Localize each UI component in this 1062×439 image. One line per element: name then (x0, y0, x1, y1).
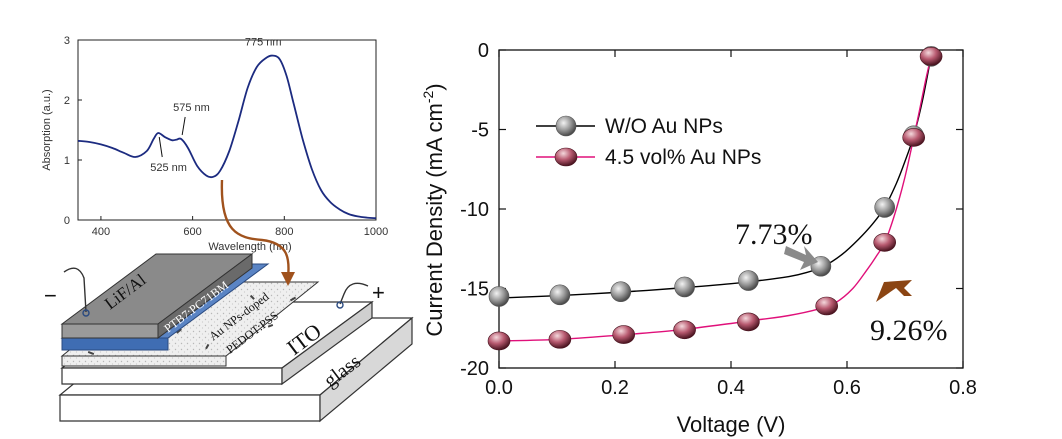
data-point-au (487, 331, 511, 351)
data-point-wo-au (674, 276, 695, 298)
pedot-front-face (61, 355, 227, 367)
absorption-y-tick-label: 2 (64, 95, 70, 107)
anode-contact (336, 301, 344, 309)
absorption-chart: 400 600 800 1000 0 1 2 3 775 nm 575 nm 525 nm Wav… (41, 35, 388, 253)
jv-markers (487, 46, 943, 351)
glass-front-face (59, 394, 321, 422)
absorption-y-axis-label: Absorption (a.u.) (41, 89, 53, 170)
cathode-side-face (157, 253, 253, 339)
plus-terminal: + (372, 280, 385, 305)
efficiency-arrow-au (876, 280, 912, 302)
glass-side-face (319, 316, 413, 423)
cathode-front-face (61, 323, 159, 339)
absorption-x-tick-label: 800 (275, 226, 293, 238)
data-point-wo-au (488, 286, 510, 307)
connector-arrow (220, 179, 290, 279)
jv-y-tick-label: -10 (460, 199, 489, 221)
jv-y-tick-label: -20 (460, 358, 489, 380)
absorption-ticks: 400 600 800 1000 0 1 2 3 (64, 35, 388, 238)
jv-x-tick-label: 0.2 (601, 377, 629, 399)
jv-x-tick-label: 0.4 (717, 377, 745, 399)
absorption-peak-label: 775 nm (245, 37, 282, 49)
absorption-x-tick-label: 1000 (364, 226, 388, 238)
ito-front-face (61, 367, 283, 385)
data-point-au (919, 47, 943, 66)
connector-arrowhead (281, 272, 295, 286)
jv-y-axis-label: Current Density (mA cm-2) (420, 83, 447, 336)
data-point-wo-au (610, 281, 632, 302)
legend-marker-wo-au (555, 115, 577, 137)
active-layer-front-face (61, 337, 169, 351)
absorption-annotation-pointer (181, 116, 186, 136)
data-point-wo-au (738, 270, 759, 291)
data-point-au (902, 128, 926, 147)
absorption-series-line (77, 54, 377, 220)
efficiency-label-au: 9.26% (870, 314, 948, 347)
jv-y-tick-label: -5 (471, 120, 489, 142)
absorption-y-tick-label: 3 (64, 35, 70, 47)
absorption-annotations: 775 nm 575 nm 525 nm (150, 37, 281, 174)
cathode-wire (63, 267, 87, 313)
jv-x-tick-label: 0.0 (485, 377, 513, 399)
data-point-au (612, 325, 636, 344)
efficiency-label-wo-au: 7.73% (735, 218, 813, 251)
efficiency-arrow-wo-au (784, 246, 818, 270)
device-schematic: LiF/Al PTB7:PC71BM Au NPs-doped PEDOT:PS… (44, 253, 414, 423)
absorption-plot-frame (77, 39, 377, 221)
data-point-wo-au (874, 197, 896, 218)
ito-side-face (281, 300, 373, 386)
jv-x-axis-label: Voltage (V) (677, 412, 786, 437)
absorption-y-tick-label: 1 (64, 155, 70, 167)
absorption-peak-label: 525 nm (150, 162, 187, 174)
data-point-au (737, 312, 760, 332)
anode-wire (339, 282, 369, 305)
absorption-y-tick-label: 0 (64, 215, 70, 227)
jv-x-tick-label: 0.8 (949, 377, 977, 399)
data-point-au (873, 233, 897, 252)
legend-marker-au (554, 147, 578, 167)
jv-y-tick-label: 0 (478, 40, 489, 62)
data-point-wo-au (549, 284, 571, 306)
absorption-peak-label: 575 nm (173, 102, 210, 114)
minus-terminal: − (44, 283, 57, 308)
jv-x-tick-label: 0.6 (833, 377, 861, 399)
legend-label-wo-au: W/O Au NPs (605, 115, 723, 138)
legend: W/O Au NPs 4.5 vol% Au NPs (536, 115, 761, 169)
data-point-au (548, 330, 572, 349)
absorption-x-axis-label: Wavelength (nm) (208, 241, 291, 253)
data-point-au (673, 320, 696, 340)
jv-y-tick-label: -15 (460, 279, 489, 301)
au-nanoparticle-marks (87, 294, 297, 355)
absorption-x-tick-label: 600 (183, 226, 201, 238)
jv-ticks: 0.0 0.2 0.4 0.6 0.8 -20 -15 -10 -5 0 (460, 40, 977, 399)
jv-chart: 0.0 0.2 0.4 0.6 0.8 -20 -15 -10 -5 0 W/O Au NPs 4… (420, 40, 977, 437)
legend-label-au: 4.5 vol% Au NPs (605, 146, 761, 169)
absorption-annotation-pointer (158, 136, 163, 158)
cathode-contact (82, 309, 90, 317)
absorption-x-tick-label: 400 (92, 226, 110, 238)
data-point-au (815, 296, 839, 316)
series-line-wo-au (498, 56, 932, 299)
